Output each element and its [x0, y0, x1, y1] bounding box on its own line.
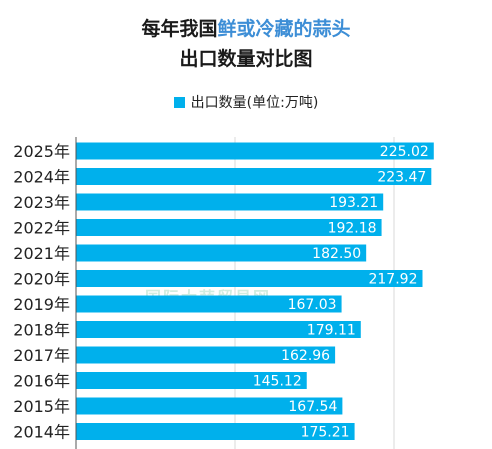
bar-8 [76, 346, 336, 364]
category-label-7: 2018年 [13, 321, 70, 340]
bar-3 [76, 219, 382, 236]
chart-title-line1: 每年我国鲜或冷藏的蒜头 [0, 14, 492, 41]
category-label-11: 2014年 [13, 423, 70, 442]
bar-2 [76, 193, 384, 211]
data-label-7: 179.11 [307, 323, 356, 339]
category-label-0: 2025年 [13, 142, 70, 161]
data-label-6: 167.03 [288, 297, 337, 313]
bar-6 [76, 295, 342, 313]
chart-title-line2: 出口数量对比图 [179, 48, 313, 70]
data-label-4: 182.50 [312, 246, 361, 262]
data-label-3: 192.18 [328, 221, 377, 237]
title-highlight: 鲜或冷藏的蒜头 [217, 18, 351, 40]
bar-9 [76, 372, 307, 389]
data-label-2: 193.21 [329, 195, 378, 211]
bar-11 [76, 423, 355, 440]
category-label-5: 2020年 [13, 270, 70, 289]
category-label-2: 2023年 [13, 193, 70, 212]
data-label-9: 145.12 [253, 374, 302, 390]
legend-label: 出口数量(单位:万吨) [190, 95, 319, 111]
bar-5 [76, 270, 423, 287]
category-label-6: 2019年 [13, 295, 70, 314]
bar-1 [76, 168, 432, 185]
data-label-8: 162.96 [281, 348, 330, 364]
bar-7 [76, 321, 361, 338]
bar-4 [76, 244, 367, 262]
category-label-3: 2022年 [13, 219, 70, 238]
bar-0 [76, 142, 434, 160]
category-label-8: 2017年 [13, 346, 70, 365]
category-label-9: 2016年 [13, 372, 70, 391]
title-prefix: 每年我国 [141, 18, 218, 40]
bar-10 [76, 397, 343, 415]
category-label-1: 2024年 [13, 168, 70, 187]
legend-swatch [173, 97, 185, 108]
data-label-0: 225.02 [380, 144, 429, 160]
category-label-4: 2021年 [13, 244, 70, 263]
category-label-10: 2015年 [13, 397, 70, 416]
data-label-1: 223.47 [377, 170, 426, 186]
data-label-5: 217.92 [368, 272, 417, 288]
data-label-11: 175.21 [301, 425, 350, 441]
data-label-10: 167.54 [288, 399, 337, 415]
chart-legend: 出口数量(单位:万吨) [0, 92, 492, 112]
